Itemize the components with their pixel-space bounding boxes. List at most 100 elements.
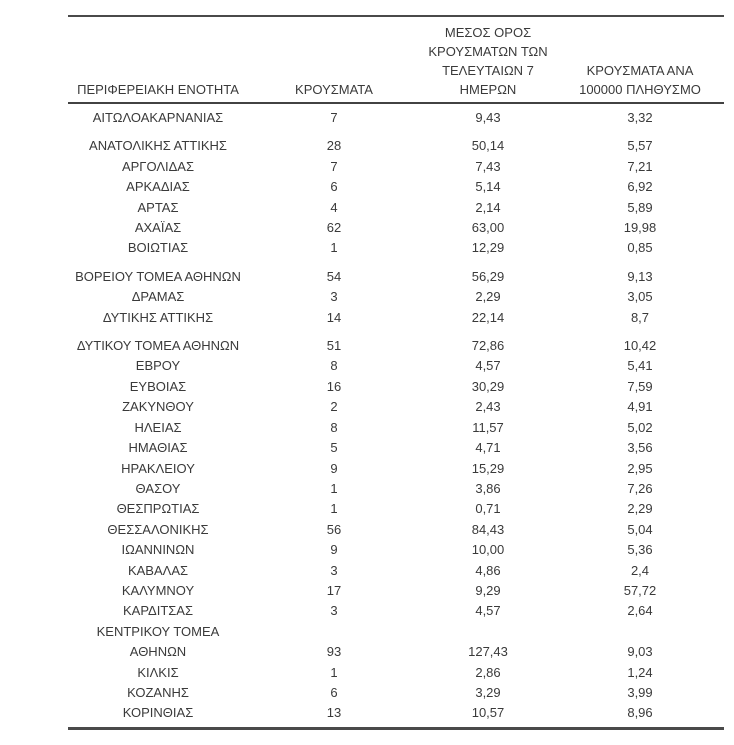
cell-per100k: 5,57: [627, 138, 653, 154]
table-row: ΑΝΑΤΟΛΙΚΗΣ ΑΤΤΙΚΗΣ 28 50,14 5,57: [68, 128, 724, 156]
table-row: ΑΡΓΟΛΙΔΑΣ 7 7,43 7,21: [68, 157, 724, 177]
cell-cases: 7: [330, 158, 338, 174]
cell-per100k: 3,05: [627, 289, 653, 305]
cell-per100k: 8,7: [630, 309, 650, 325]
table-row: ΖΑΚΥΝΘΟΥ 2 2,43 4,91: [68, 397, 724, 417]
cell-cases: 1: [330, 501, 338, 517]
cell-cases: 51: [326, 338, 342, 354]
cell-cases: 3: [330, 289, 338, 305]
table-row: ΒΟΙΩΤΙΑΣ 1 12,29 0,85: [68, 238, 724, 258]
cell-cases: 8: [330, 358, 338, 374]
cell-per100k: 5,41: [627, 358, 653, 374]
cell-region-name: ΚΟΡΙΝΘΙΑΣ: [122, 705, 194, 721]
cell-region-name: ΗΡΑΚΛΕΙΟΥ: [121, 460, 195, 476]
cell-per100k: 2,29: [627, 501, 653, 517]
cell-region-name: ΗΜΑΘΙΑΣ: [128, 440, 188, 456]
cell-region-name: ΒΟΡΕΙΟΥ ΤΟΜΕΑ ΑΘΗΝΩΝ: [75, 268, 241, 284]
cell-region-name: ΑΧΑΪΑΣ: [134, 220, 182, 236]
cell-region-name: ΑΝΑΤΟΛΙΚΗΣ ΑΤΤΙΚΗΣ: [89, 138, 227, 154]
cell-per100k: 8,96: [627, 705, 653, 721]
cell-cases: 3: [330, 562, 338, 578]
table-row: ΕΥΒΟΙΑΣ 16 30,29 7,59: [68, 377, 724, 397]
cell-per100k: 2,95: [627, 460, 653, 476]
cell-avg7days: 30,29: [471, 378, 505, 394]
cell-region-name: ΚΙΛΚΙΣ: [137, 664, 179, 680]
cell-cases: 6: [330, 684, 338, 700]
table-row: ΙΩΑΝΝΙΝΩΝ 9 10,00 5,36: [68, 540, 724, 560]
cell-avg7days: 15,29: [471, 460, 505, 476]
table-row: ΗΛΕΙΑΣ 8 11,57 5,02: [68, 418, 724, 438]
cell-region-name: ΖΑΚΥΝΘΟΥ: [122, 399, 194, 415]
table-row: ΗΡΑΚΛΕΙΟΥ 9 15,29 2,95: [68, 459, 724, 479]
cell-region-name: ΚΑΛΥΜΝΟΥ: [121, 582, 195, 598]
cell-region-name: ΚΑΒΑΛΑΣ: [127, 562, 189, 578]
cell-cases: 6: [330, 179, 338, 195]
table-row: ΕΒΡΟΥ 8 4,57 5,41: [68, 356, 724, 376]
cell-avg7days: 5,14: [475, 179, 501, 195]
cell-cases: 13: [326, 705, 342, 721]
cell-cases: 4: [330, 199, 338, 215]
table-row: ΔΥΤΙΚΗΣ ΑΤΤΙΚΗΣ 14 22,14 8,7: [68, 308, 724, 328]
cell-region-name: ΒΟΙΩΤΙΑΣ: [127, 240, 189, 256]
cell-per100k: 5,36: [627, 542, 653, 558]
cell-avg7days: 9,43: [475, 110, 501, 125]
cell-region-name: ΔΥΤΙΚΗΣ ΑΤΤΙΚΗΣ: [102, 309, 214, 325]
cell-cases: 3: [330, 603, 338, 619]
cell-avg7days: 7,43: [475, 158, 501, 174]
table-row: ΘΕΣΠΡΩΤΙΑΣ 1 0,71 2,29: [68, 499, 724, 519]
cell-per100k: 5,04: [627, 521, 653, 537]
table-row: ΚΟΖΑΝΗΣ 6 3,29 3,99: [68, 683, 724, 703]
cell-per100k: 2,4: [630, 562, 650, 578]
cell-cases: 28: [326, 138, 342, 154]
cell-cases: 2: [330, 399, 338, 415]
cell-cases: 8: [330, 419, 338, 435]
cell-cases: 56: [326, 521, 342, 537]
cell-avg7days: 4,57: [475, 603, 501, 619]
table-body: ΑΙΤΩΛΟΑΚΑΡΝΑΝΙΑΣ 7 9,43 3,32 ΑΝΑΤΟΛΙΚΗΣ …: [68, 103, 724, 728]
cell-per100k: 3,56: [627, 440, 653, 456]
regional-cases-table: ΠΕΡΙΦΕΡΕΙΑΚΗ ΕΝΟΤΗΤΑ ΚΡΟΥΣΜΑΤΑ ΜΕΣΟΣ ΟΡΟ…: [68, 15, 724, 730]
table-row: ΑΡΚΑΔΙΑΣ 6 5,14 6,92: [68, 177, 724, 197]
cell-cases: 14: [326, 309, 342, 325]
cell-per100k: 4,91: [627, 399, 653, 415]
cell-cases: 5: [330, 440, 338, 456]
cell-cases: 54: [326, 268, 342, 284]
cell-avg7days: 3,29: [475, 684, 501, 700]
cell-avg7days: 10,00: [471, 542, 505, 558]
cell-region-name: ΑΡΚΑΔΙΑΣ: [126, 179, 190, 195]
cell-avg7days: 2,29: [475, 289, 501, 305]
cell-per100k: 3,99: [627, 684, 653, 700]
table-row: ΑΙΤΩΛΟΑΚΑΡΝΑΝΙΑΣ 7 9,43 3,32: [68, 103, 724, 128]
cell-avg7days: 4,71: [475, 440, 501, 456]
cell-region-name: ΑΙΤΩΛΟΑΚΑΡΝΑΝΙΑΣ: [92, 110, 224, 125]
cell-cases: 9: [330, 542, 338, 558]
table-header: ΠΕΡΙΦΕΡΕΙΑΚΗ ΕΝΟΤΗΤΑ ΚΡΟΥΣΜΑΤΑ ΜΕΣΟΣ ΟΡΟ…: [68, 16, 724, 104]
cell-avg7days: 2,14: [475, 199, 501, 215]
cell-avg7days: 22,14: [471, 309, 505, 325]
cell-per100k: 6,92: [627, 179, 653, 195]
cell-cases: 1: [330, 664, 338, 680]
cell-avg7days: 11,57: [472, 419, 504, 435]
table-row: ΚΑΡΔΙΤΣΑΣ 3 4,57 2,64: [68, 601, 724, 621]
cell-avg7days: 3,86: [475, 480, 501, 496]
cell-avg7days: 56,29: [471, 268, 505, 284]
cell-avg7days: 0,71: [475, 501, 501, 517]
cell-region-name: ΘΕΣΠΡΩΤΙΑΣ: [116, 501, 200, 517]
cell-region-name: ΕΒΡΟΥ: [135, 358, 181, 374]
cell-per100k: 57,72: [623, 582, 657, 598]
cell-avg7days: 63,00: [471, 220, 505, 236]
table-row: ΚΕΝΤΡΙΚΟΥ ΤΟΜΕΑ ΑΘΗΝΩΝ 93 127,43 9,03: [68, 622, 724, 663]
cell-per100k: 5,89: [627, 199, 653, 215]
table-row: ΚΑΒΑΛΑΣ 3 4,86 2,4: [68, 561, 724, 581]
cell-avg7days: 50,14: [471, 138, 505, 154]
cell-region-name: ΙΩΑΝΝΙΝΩΝ: [121, 542, 195, 558]
cell-region-name: ΚΑΡΔΙΤΣΑΣ: [122, 603, 194, 619]
cell-region-name: ΔΥΤΙΚΟΥ ΤΟΜΕΑ ΑΘΗΝΩΝ: [76, 338, 240, 354]
column-header-per100k: ΚΡΟΥΣΜΑΤΑ ΑΝΑ 100000 ΠΛΗΘΥΣΜΟ: [556, 16, 724, 104]
cell-avg7days: 84,43: [471, 521, 505, 537]
cell-cases: 17: [326, 582, 342, 598]
cell-per100k: 9,13: [627, 268, 653, 284]
cell-avg7days: 9,29: [475, 582, 501, 598]
cell-region-name: ΚΟΖΑΝΗΣ: [127, 684, 189, 700]
